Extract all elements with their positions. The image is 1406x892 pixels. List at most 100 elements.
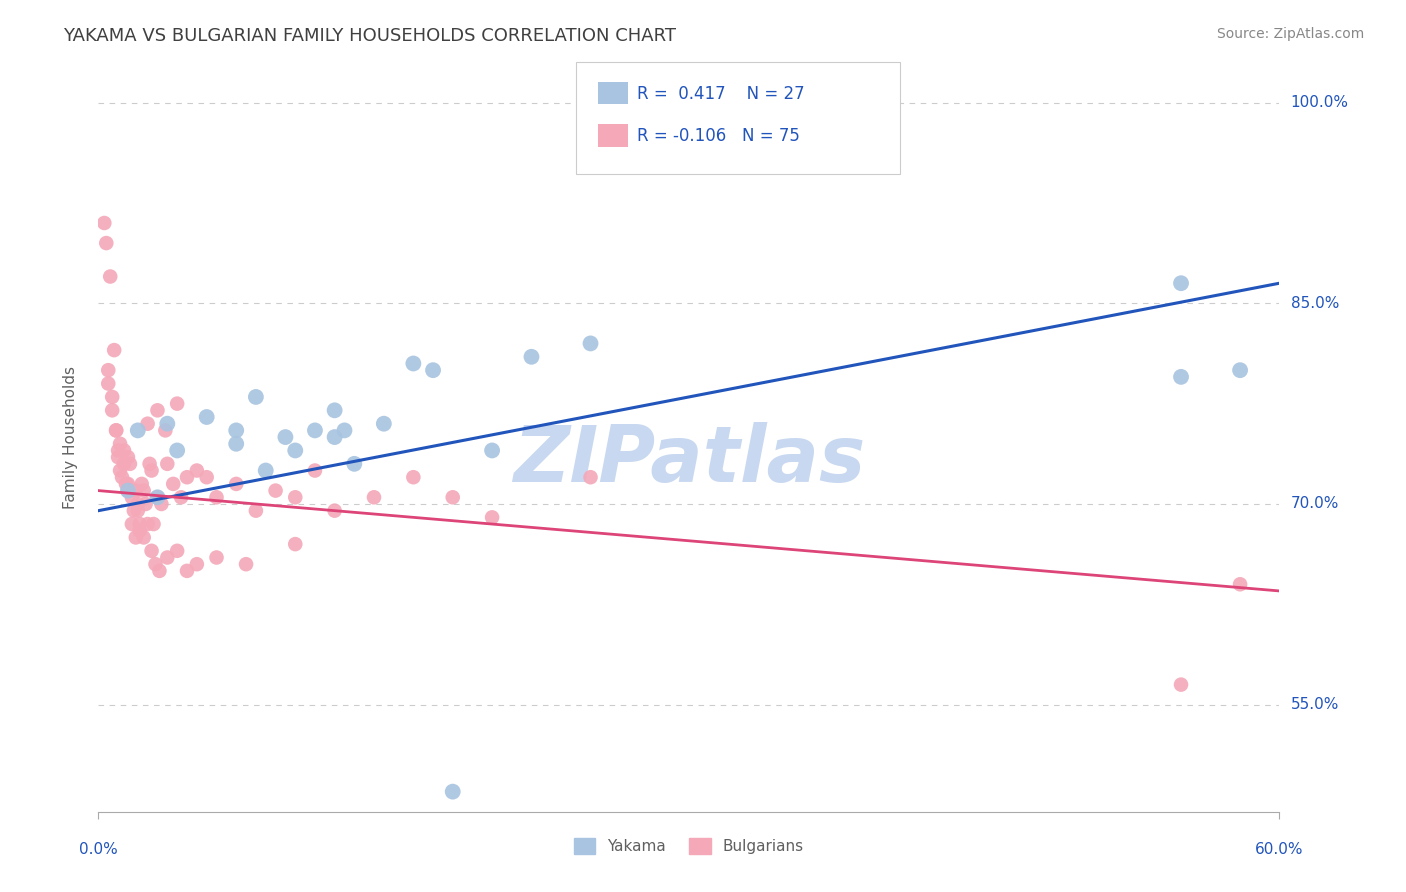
- Point: [141, 543, 163, 558]
- Text: 60.0%: 60.0%: [1256, 842, 1303, 857]
- Point: [176, 564, 198, 578]
- Point: [156, 550, 179, 565]
- Point: [195, 470, 218, 484]
- Point: [96, 236, 118, 251]
- Text: 100.0%: 100.0%: [1291, 95, 1348, 110]
- Point: [166, 396, 188, 410]
- Point: [245, 503, 267, 517]
- Point: [117, 483, 139, 498]
- Point: [146, 403, 169, 417]
- Text: 70.0%: 70.0%: [1291, 497, 1339, 511]
- Text: ZIPatlas: ZIPatlas: [513, 422, 865, 498]
- Point: [112, 457, 135, 471]
- Point: [112, 443, 135, 458]
- Point: [205, 550, 228, 565]
- Point: [481, 510, 503, 524]
- Point: [1229, 577, 1251, 591]
- Point: [170, 490, 193, 504]
- Point: [441, 785, 464, 799]
- Point: [284, 490, 307, 504]
- Point: [225, 436, 247, 450]
- Point: [373, 417, 395, 431]
- Point: [162, 476, 184, 491]
- Point: [101, 390, 124, 404]
- Point: [333, 424, 356, 438]
- Point: [128, 516, 150, 531]
- Point: [125, 483, 148, 498]
- Text: 85.0%: 85.0%: [1291, 296, 1339, 310]
- Point: [118, 457, 141, 471]
- Point: [176, 470, 198, 484]
- Point: [132, 530, 155, 544]
- Point: [323, 403, 346, 417]
- Y-axis label: Family Households: Family Households: [63, 366, 77, 508]
- Point: [127, 424, 149, 438]
- Point: [107, 443, 129, 458]
- Point: [142, 516, 165, 531]
- Point: [93, 216, 115, 230]
- Point: [122, 503, 145, 517]
- Point: [121, 490, 143, 504]
- Point: [166, 443, 188, 458]
- Point: [127, 497, 149, 511]
- Point: [363, 490, 385, 504]
- Point: [284, 537, 307, 551]
- Point: [131, 476, 153, 491]
- Point: [136, 417, 159, 431]
- Point: [132, 483, 155, 498]
- Point: [138, 457, 160, 471]
- Point: [402, 470, 425, 484]
- Point: [105, 424, 128, 438]
- Point: [323, 503, 346, 517]
- Point: [108, 464, 131, 478]
- Point: [155, 424, 177, 438]
- Point: [225, 424, 247, 438]
- Point: [111, 470, 134, 484]
- Point: [1170, 276, 1192, 290]
- Point: [195, 410, 218, 425]
- Point: [402, 356, 425, 370]
- Point: [245, 390, 267, 404]
- Point: [422, 363, 444, 377]
- Point: [205, 490, 228, 504]
- Point: [117, 450, 139, 464]
- Point: [135, 497, 157, 511]
- Point: [1170, 678, 1192, 692]
- Point: [156, 457, 179, 471]
- Point: [304, 424, 326, 438]
- Point: [141, 464, 163, 478]
- Point: [107, 450, 129, 464]
- Point: [128, 524, 150, 538]
- Point: [105, 424, 128, 438]
- Point: [117, 483, 139, 498]
- Point: [1170, 369, 1192, 384]
- Point: [481, 443, 503, 458]
- Point: [235, 557, 257, 571]
- Point: [101, 403, 124, 417]
- Point: [97, 363, 120, 377]
- Point: [108, 436, 131, 450]
- Point: [103, 343, 125, 358]
- Point: [115, 476, 138, 491]
- Point: [186, 557, 208, 571]
- Point: [225, 476, 247, 491]
- Point: [264, 483, 287, 498]
- Point: [166, 543, 188, 558]
- Point: [274, 430, 297, 444]
- Point: [284, 443, 307, 458]
- Point: [1229, 363, 1251, 377]
- Text: R = -0.106   N = 75: R = -0.106 N = 75: [637, 128, 800, 145]
- Point: [323, 430, 346, 444]
- Point: [127, 503, 149, 517]
- Point: [121, 516, 143, 531]
- Point: [579, 336, 602, 351]
- Point: [441, 490, 464, 504]
- Point: [254, 464, 277, 478]
- Point: [343, 457, 366, 471]
- Point: [98, 269, 121, 284]
- Text: 55.0%: 55.0%: [1291, 698, 1339, 712]
- Text: 0.0%: 0.0%: [79, 842, 118, 857]
- Point: [150, 497, 173, 511]
- Point: [146, 490, 169, 504]
- Point: [520, 350, 543, 364]
